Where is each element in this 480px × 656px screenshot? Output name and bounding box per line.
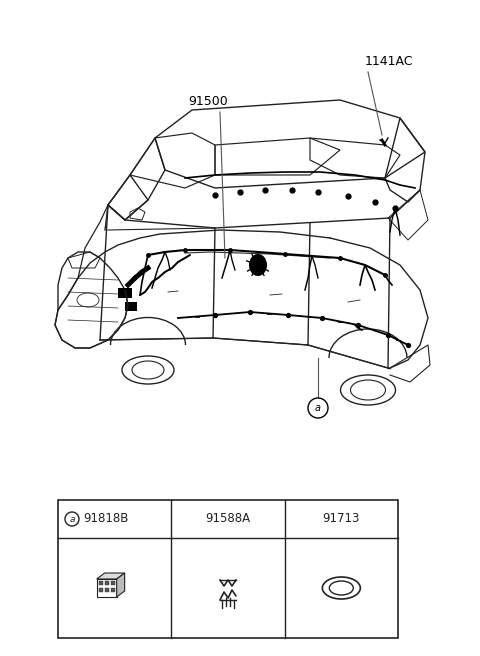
Bar [111, 588, 115, 592]
Text: a: a [315, 403, 321, 413]
Bar [118, 288, 132, 298]
Text: 1141AC: 1141AC [365, 55, 413, 68]
Text: a: a [69, 514, 75, 523]
Text: 91818B: 91818B [83, 512, 128, 525]
Text: 91588A: 91588A [205, 512, 251, 525]
Bar [125, 302, 137, 311]
Bar [105, 581, 108, 585]
Polygon shape [96, 573, 125, 579]
Bar [96, 579, 117, 597]
Bar [58, 500, 398, 638]
Text: 91713: 91713 [323, 512, 360, 525]
Polygon shape [117, 573, 125, 597]
Ellipse shape [249, 254, 267, 276]
Bar [99, 581, 103, 585]
Bar [99, 588, 103, 592]
Text: 91500: 91500 [188, 95, 228, 108]
Circle shape [308, 398, 328, 418]
Bar [105, 588, 108, 592]
Bar [111, 581, 115, 585]
